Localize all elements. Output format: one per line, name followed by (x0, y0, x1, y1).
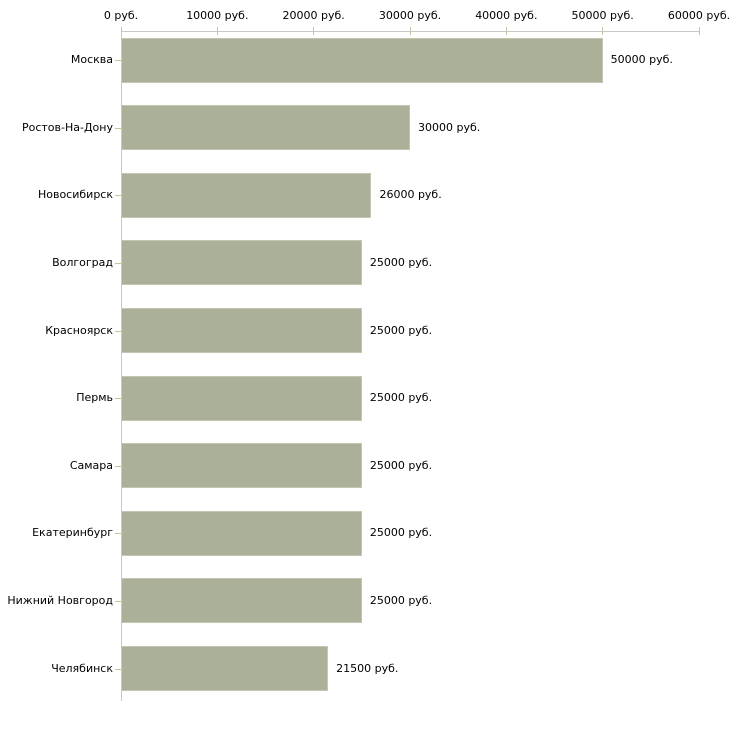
bar-value-label: 50000 руб. (610, 53, 673, 67)
bar (121, 578, 362, 624)
y-axis-label: Челябинск (51, 661, 113, 675)
bar-value-label: 26000 руб. (379, 188, 442, 202)
y-axis-label: Нижний Новгород (7, 593, 113, 607)
x-tick-label: 50000 руб. (571, 9, 634, 22)
bar-value-label: 25000 руб. (369, 391, 433, 405)
y-axis-line (121, 31, 122, 701)
bar (121, 443, 362, 489)
bar-value-label: 25000 руб. (369, 593, 433, 607)
y-tick-mark (115, 533, 121, 535)
y-tick-mark (115, 330, 121, 332)
y-axis-label: Екатеринбург (32, 526, 113, 540)
bar-value-label: 25000 руб. (369, 458, 433, 472)
x-axis-line (121, 31, 699, 32)
bar-value-label: 21500 руб. (336, 661, 399, 675)
bar (121, 172, 372, 218)
bar-value-label: 25000 руб. (369, 323, 433, 337)
y-axis-label: Москва (70, 53, 113, 67)
y-tick-mark (115, 262, 121, 264)
y-axis-label: Волгоград (52, 255, 113, 269)
x-tick-label: 60000 руб. (667, 9, 730, 22)
y-tick-mark (115, 668, 121, 670)
bar (121, 646, 329, 691)
x-tick-label: 40000 руб. (475, 9, 538, 22)
x-tick-label: 20000 руб. (282, 9, 345, 22)
bar-value-label: 25000 руб. (369, 526, 433, 540)
bar (121, 308, 362, 353)
bar (121, 105, 410, 151)
bar-value-label: 25000 руб. (369, 255, 433, 269)
bar-value-label: 30000 руб. (418, 120, 481, 134)
x-tick-label: 0 руб. (103, 9, 139, 22)
y-tick-mark (115, 600, 121, 602)
y-axis-label: Новосибирск (37, 188, 113, 202)
bar (121, 37, 603, 83)
y-tick-mark (115, 127, 121, 129)
y-tick-mark (115, 60, 121, 62)
y-axis-label: Ростов-На-Дону (21, 120, 113, 134)
y-axis-label: Красноярск (45, 323, 113, 337)
bar (121, 240, 362, 286)
bar (121, 510, 362, 556)
y-tick-mark (115, 195, 121, 197)
y-axis-label: Пермь (76, 391, 113, 405)
x-tick-mark (698, 27, 700, 35)
y-axis-label: Самара (69, 458, 113, 472)
x-tick-label: 10000 руб. (186, 9, 249, 22)
x-tick-label: 30000 руб. (378, 9, 442, 22)
y-tick-mark (115, 465, 121, 467)
y-tick-mark (115, 398, 121, 400)
bar (121, 375, 362, 421)
